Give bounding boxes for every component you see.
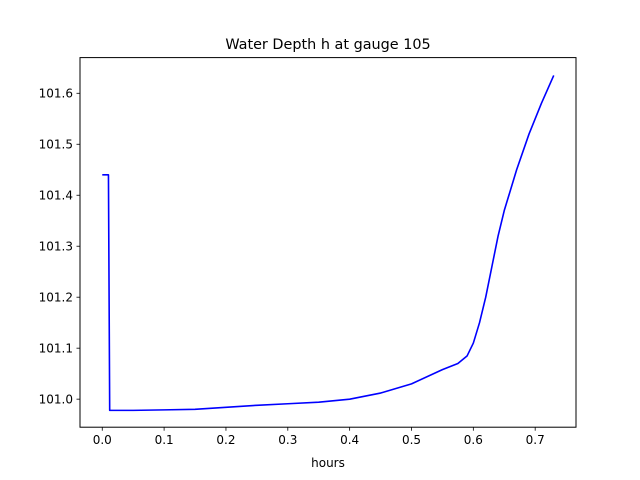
series-line xyxy=(102,75,555,412)
y-tick-label: 101.3 xyxy=(39,240,73,254)
y-tick-label: 101.4 xyxy=(39,189,73,203)
plot-frame xyxy=(79,57,577,428)
chart-title: Water Depth h at gauge 105 xyxy=(225,37,430,53)
y-tick-label: 101.2 xyxy=(39,291,73,305)
x-tick-label: 0.2 xyxy=(216,433,235,447)
x-tick-label: 0.0 xyxy=(93,433,112,447)
x-tick-label: 0.7 xyxy=(526,433,545,447)
y-tick-label: 101.6 xyxy=(39,87,73,101)
y-tick-label: 101.1 xyxy=(39,341,73,355)
y-tick-label: 101.0 xyxy=(39,392,73,406)
y-axis: 101.0 101.1 101.2 101.3 101.4 101.5 101.6 xyxy=(39,87,80,406)
x-tick-label: 0.4 xyxy=(340,433,359,447)
x-axis: 0.0 0.1 0.2 0.3 0.4 0.5 0.6 0.7 xyxy=(93,427,545,447)
x-tick-label: 0.5 xyxy=(402,433,421,447)
y-tick-label: 101.5 xyxy=(39,138,73,152)
x-tick-label: 0.1 xyxy=(155,433,174,447)
plot-area xyxy=(102,75,555,412)
x-axis-title: hours xyxy=(311,456,345,470)
x-tick-label: 0.3 xyxy=(278,433,297,447)
x-tick-label: 0.6 xyxy=(464,433,483,447)
